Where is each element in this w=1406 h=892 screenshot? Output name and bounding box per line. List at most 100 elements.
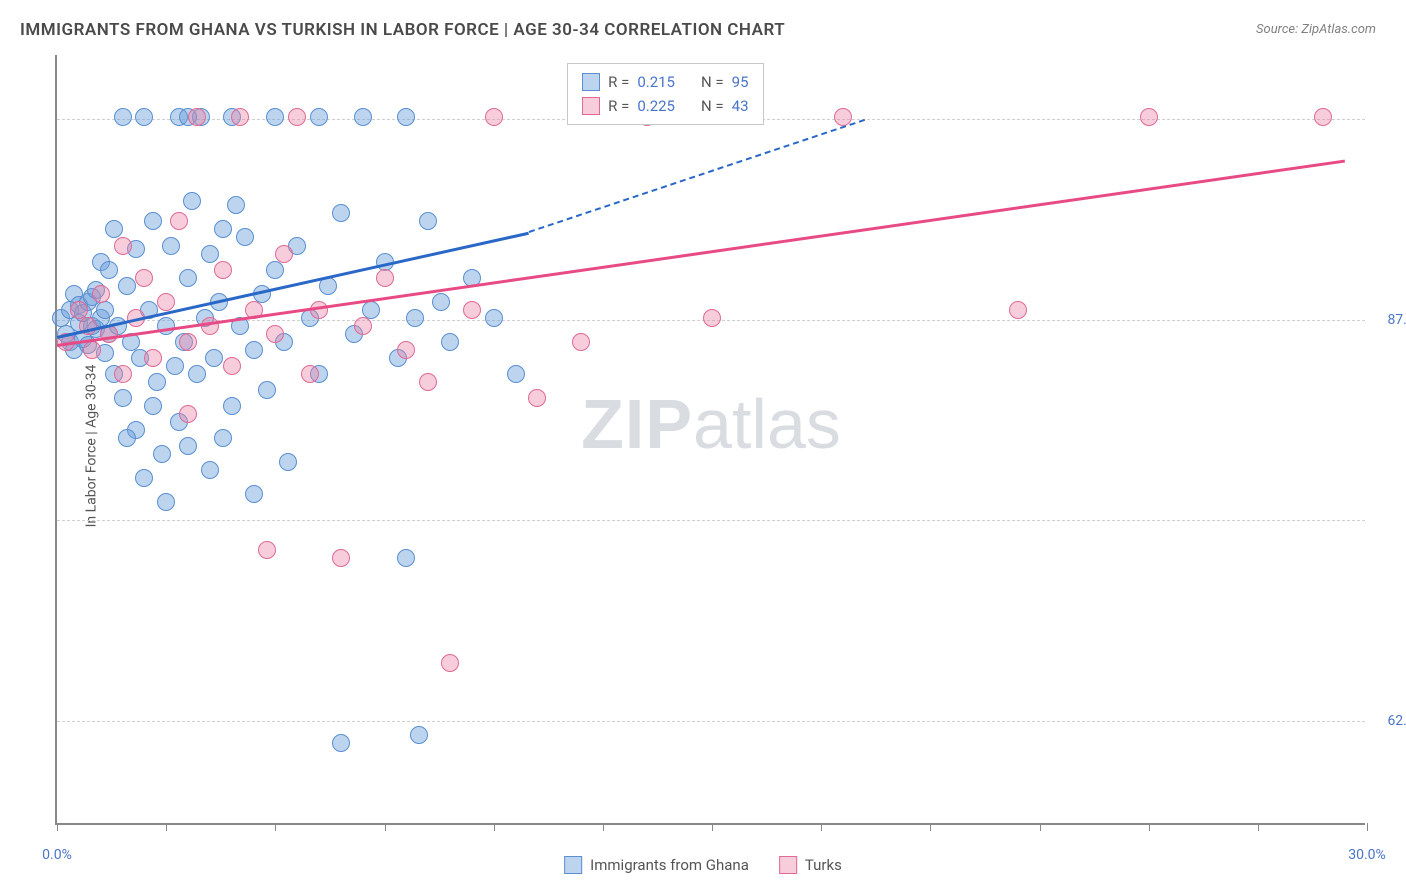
scatter-point-turks <box>1140 108 1158 126</box>
scatter-point-turks <box>114 237 132 255</box>
watermark-bold: ZIP <box>581 385 693 463</box>
scatter-point-turks <box>275 245 293 263</box>
x-tick <box>1258 823 1259 831</box>
y-tick-label: 87.5% <box>1387 312 1406 328</box>
x-tick <box>712 823 713 831</box>
scatter-point-turks <box>258 541 276 559</box>
scatter-point-ghana <box>432 293 450 311</box>
scatter-point-ghana <box>279 453 297 471</box>
x-tick <box>275 823 276 831</box>
legend-n-value: 43 <box>732 94 749 118</box>
legend-n-value: 95 <box>732 70 749 94</box>
scatter-point-ghana <box>157 493 175 511</box>
scatter-point-ghana <box>148 373 166 391</box>
scatter-point-ghana <box>223 397 241 415</box>
legend-swatch <box>564 856 582 874</box>
plot-area: ZIPatlas 62.5%87.5%0.0%30.0%R = 0.215N =… <box>55 55 1365 825</box>
scatter-point-turks <box>266 325 284 343</box>
watermark: ZIPatlas <box>581 384 841 464</box>
scatter-point-ghana <box>266 261 284 279</box>
gridline-h <box>57 520 1365 521</box>
scatter-point-ghana <box>153 445 171 463</box>
legend-r-value: 0.215 <box>637 70 675 94</box>
x-tick <box>494 823 495 831</box>
legend-r-label: R = <box>608 94 629 118</box>
x-tick <box>1149 823 1150 831</box>
scatter-point-turks <box>170 212 188 230</box>
source-attribution: Source: ZipAtlas.com <box>1256 22 1376 37</box>
bottom-legend-item: Turks <box>779 856 842 874</box>
scatter-point-ghana <box>406 309 424 327</box>
scatter-point-ghana <box>201 461 219 479</box>
legend-stats-row: R = 0.225N = 43 <box>582 94 748 118</box>
scatter-point-ghana <box>507 365 525 383</box>
scatter-point-ghana <box>114 108 132 126</box>
scatter-point-ghana <box>266 108 284 126</box>
scatter-point-ghana <box>179 437 197 455</box>
scatter-point-ghana <box>118 277 136 295</box>
scatter-point-turks <box>1314 108 1332 126</box>
scatter-point-ghana <box>162 237 180 255</box>
scatter-point-ghana <box>332 734 350 752</box>
scatter-point-ghana <box>144 212 162 230</box>
scatter-point-turks <box>223 357 241 375</box>
legend-swatch <box>779 856 797 874</box>
scatter-point-turks <box>703 309 721 327</box>
scatter-point-turks <box>1009 301 1027 319</box>
scatter-point-turks <box>114 365 132 383</box>
scatter-point-ghana <box>245 341 263 359</box>
scatter-point-ghana <box>135 469 153 487</box>
x-tick <box>1367 823 1368 831</box>
scatter-point-turks <box>144 349 162 367</box>
scatter-point-turks <box>135 269 153 287</box>
scatter-point-ghana <box>100 261 118 279</box>
scatter-point-turks <box>83 341 101 359</box>
scatter-point-ghana <box>410 726 428 744</box>
scatter-point-ghana <box>245 485 263 503</box>
scatter-point-ghana <box>258 381 276 399</box>
legend-swatch <box>582 73 600 91</box>
scatter-point-ghana <box>118 429 136 447</box>
bottom-legend-label: Immigrants from Ghana <box>590 856 749 874</box>
chart-title: IMMIGRANTS FROM GHANA VS TURKISH IN LABO… <box>20 20 785 40</box>
legend-n-label: N = <box>701 70 724 94</box>
scatter-point-turks <box>92 285 110 303</box>
scatter-point-ghana <box>183 192 201 210</box>
scatter-point-ghana <box>362 301 380 319</box>
scatter-point-ghana <box>214 429 232 447</box>
legend-r-value: 0.225 <box>637 94 675 118</box>
scatter-point-ghana <box>236 228 254 246</box>
bottom-legend: Immigrants from Ghana Turks <box>564 856 842 874</box>
trend-line <box>528 119 865 233</box>
scatter-point-ghana <box>144 397 162 415</box>
scatter-point-turks <box>397 341 415 359</box>
bottom-legend-item: Immigrants from Ghana <box>564 856 749 874</box>
x-tick <box>57 823 58 831</box>
gridline-h <box>57 721 1365 722</box>
scatter-point-ghana <box>332 204 350 222</box>
scatter-point-turks <box>157 293 175 311</box>
scatter-point-turks <box>179 405 197 423</box>
x-tick-label: 30.0% <box>1348 847 1386 863</box>
scatter-point-ghana <box>214 220 232 238</box>
scatter-point-turks <box>288 108 306 126</box>
bottom-legend-label: Turks <box>805 856 842 874</box>
legend-stats-box: R = 0.215 N = 95R = 0.225N = 43 <box>567 63 763 125</box>
legend-r-label: R = <box>608 70 629 94</box>
scatter-point-turks <box>188 108 206 126</box>
scatter-point-turks <box>572 333 590 351</box>
x-tick-label: 0.0% <box>42 847 72 863</box>
scatter-point-ghana <box>166 357 184 375</box>
scatter-point-turks <box>214 261 232 279</box>
scatter-point-ghana <box>179 269 197 287</box>
scatter-point-ghana <box>201 245 219 263</box>
scatter-point-ghana <box>205 349 223 367</box>
scatter-point-ghana <box>441 333 459 351</box>
scatter-point-turks <box>419 373 437 391</box>
scatter-point-ghana <box>114 389 132 407</box>
scatter-point-ghana <box>485 309 503 327</box>
scatter-point-ghana <box>397 108 415 126</box>
scatter-point-turks <box>332 549 350 567</box>
scatter-point-turks <box>354 317 372 335</box>
scatter-point-turks <box>376 269 394 287</box>
